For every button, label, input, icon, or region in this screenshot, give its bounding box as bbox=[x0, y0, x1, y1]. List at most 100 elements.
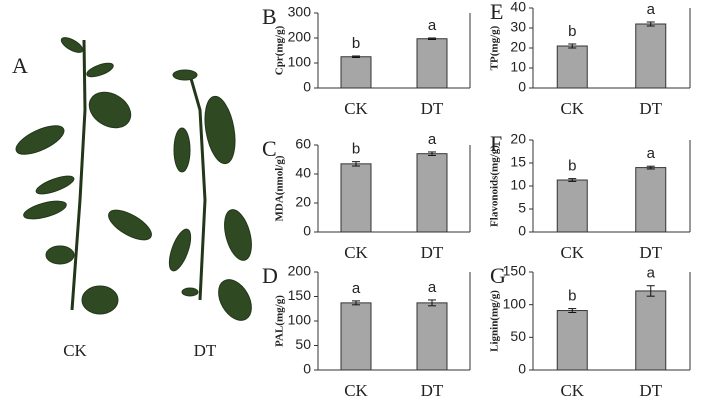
panel-label: A bbox=[12, 53, 28, 78]
significance-letter: b bbox=[352, 35, 360, 52]
y-tick-label: 200 bbox=[288, 263, 312, 279]
significance-letter: b bbox=[568, 288, 576, 305]
panel-label: B bbox=[262, 4, 277, 29]
y-tick-label: 60 bbox=[295, 136, 311, 152]
y-tick-label: 20 bbox=[510, 39, 526, 55]
photo-caption: CK bbox=[63, 341, 87, 360]
error-bar bbox=[428, 37, 436, 40]
x-tick-label: DT bbox=[639, 243, 662, 262]
significance-letter: b bbox=[568, 158, 576, 175]
bar bbox=[556, 179, 588, 233]
x-tick-label: DT bbox=[421, 243, 444, 262]
leaf bbox=[81, 285, 119, 315]
bar bbox=[635, 290, 667, 371]
leaf bbox=[224, 209, 252, 261]
panel-label: D bbox=[262, 263, 278, 288]
significance-letter: a bbox=[428, 131, 437, 148]
ck-stem bbox=[70, 39, 87, 311]
y-tick-label: 40 bbox=[510, 0, 526, 15]
bar bbox=[556, 310, 588, 371]
significance-letter: a bbox=[647, 265, 656, 282]
x-tick-label: CK bbox=[560, 381, 584, 400]
bar bbox=[416, 302, 448, 371]
y-axis-label: Lignin(mg/g) bbox=[489, 290, 501, 352]
y-tick-label: 150 bbox=[503, 263, 527, 279]
error-bar bbox=[568, 178, 577, 182]
error-bar bbox=[352, 300, 360, 306]
panel-label: C bbox=[262, 136, 277, 161]
leaf bbox=[60, 37, 84, 53]
significance-letter: a bbox=[647, 1, 656, 18]
panel-label: E bbox=[490, 0, 503, 24]
error-bar bbox=[428, 151, 436, 156]
y-tick-label: 0 bbox=[518, 79, 526, 95]
y-tick-label: 20 bbox=[295, 194, 311, 210]
significance-letter: b bbox=[352, 141, 360, 158]
leaf bbox=[88, 91, 132, 129]
error-bar bbox=[646, 285, 655, 297]
bar bbox=[416, 153, 448, 233]
plant-photo bbox=[15, 37, 252, 321]
leaf bbox=[45, 245, 75, 265]
significance-letter: a bbox=[647, 145, 656, 162]
significance-letter: a bbox=[352, 280, 361, 297]
leaf bbox=[15, 125, 65, 155]
bar bbox=[340, 302, 372, 371]
x-tick-label: DT bbox=[421, 99, 444, 118]
leaf bbox=[168, 228, 192, 272]
y-tick-label: 50 bbox=[510, 328, 526, 344]
leaf bbox=[86, 62, 114, 78]
error-bar bbox=[646, 165, 655, 170]
y-tick-label: 10 bbox=[510, 59, 526, 75]
leaf bbox=[204, 95, 236, 165]
leaf bbox=[108, 209, 152, 241]
y-axis-label: PAL(mg/g) bbox=[274, 295, 286, 347]
y-tick-label: 100 bbox=[288, 54, 312, 70]
leaf bbox=[218, 279, 252, 321]
y-tick-label: 20 bbox=[510, 131, 526, 147]
y-tick-label: 50 bbox=[295, 336, 311, 352]
leaf bbox=[181, 287, 199, 297]
y-tick-label: 40 bbox=[295, 165, 311, 181]
x-tick-label: DT bbox=[639, 381, 662, 400]
error-bar bbox=[428, 299, 436, 307]
y-tick-label: 15 bbox=[510, 154, 526, 170]
y-tick-label: 300 bbox=[288, 4, 312, 20]
bar bbox=[340, 163, 372, 233]
x-tick-label: CK bbox=[344, 99, 368, 118]
y-tick-label: 200 bbox=[288, 29, 312, 45]
bar bbox=[635, 167, 667, 233]
y-tick-label: 0 bbox=[518, 361, 526, 377]
leaf bbox=[23, 200, 67, 220]
x-tick-label: CK bbox=[344, 243, 368, 262]
y-tick-label: 0 bbox=[303, 361, 311, 377]
bar bbox=[416, 38, 448, 89]
photo-caption: DT bbox=[194, 341, 217, 360]
y-tick-label: 100 bbox=[503, 295, 527, 311]
error-bar bbox=[352, 55, 360, 58]
y-tick-label: 0 bbox=[303, 79, 311, 95]
y-axis-label: Cpr(mg/g) bbox=[274, 25, 286, 75]
y-tick-label: 150 bbox=[288, 287, 312, 303]
y-axis-label: TP(mg/g) bbox=[489, 25, 501, 70]
y-axis-label: MDA(nmol/g) bbox=[274, 155, 286, 221]
panel-label: F bbox=[490, 131, 502, 156]
significance-letter: b bbox=[568, 23, 576, 40]
error-bar bbox=[646, 21, 655, 27]
x-tick-label: CK bbox=[560, 243, 584, 262]
significance-letter: a bbox=[428, 279, 437, 296]
y-tick-label: 30 bbox=[510, 19, 526, 35]
bar bbox=[556, 45, 588, 89]
dt-stem bbox=[188, 74, 207, 301]
x-tick-label: CK bbox=[560, 99, 584, 118]
y-tick-label: 5 bbox=[518, 200, 526, 216]
x-tick-label: DT bbox=[639, 99, 662, 118]
error-bar bbox=[352, 161, 360, 167]
leaf bbox=[35, 175, 75, 195]
x-tick-label: CK bbox=[344, 381, 368, 400]
leaf bbox=[172, 69, 198, 81]
bar bbox=[340, 56, 372, 89]
error-bar bbox=[568, 43, 577, 49]
error-bar bbox=[568, 308, 577, 314]
